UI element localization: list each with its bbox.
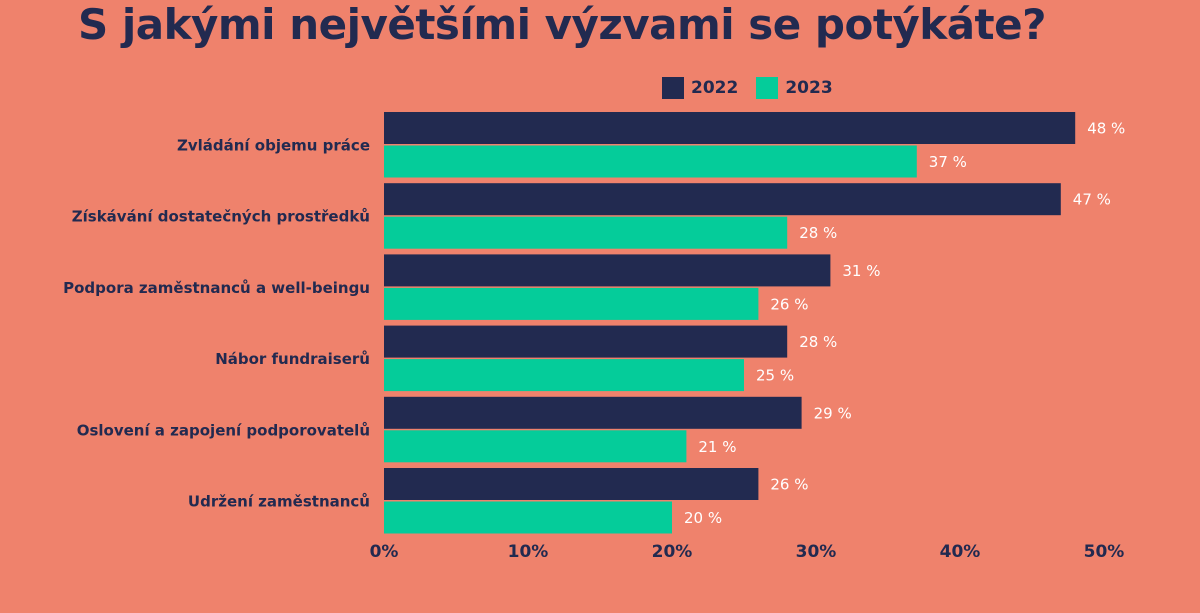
legend-item-2023: 2023: [756, 77, 833, 99]
value-label: 26 %: [770, 295, 808, 313]
bar-2022: [384, 183, 1061, 216]
category-label: Oslovení a zapojení podporovatelů: [77, 421, 370, 439]
x-tick-label: 10%: [508, 542, 549, 562]
bar-2023: [384, 359, 744, 392]
value-label: 21 %: [698, 438, 736, 456]
bar-2022: [384, 468, 759, 500]
value-label: 29 %: [814, 404, 852, 422]
bar-2022: [384, 396, 802, 429]
value-label: 31 %: [842, 262, 880, 280]
value-label: 28 %: [799, 224, 837, 242]
bar-2023: [384, 287, 759, 320]
x-tick-label: 50%: [1084, 542, 1125, 562]
bar-2022: [384, 325, 788, 358]
value-label: 26 %: [770, 476, 808, 494]
legend-label-2023: 2023: [785, 78, 833, 98]
bar-2022: [384, 112, 1076, 144]
chart-title: S jakými největšími výzvami se potýkáte?: [78, 0, 1046, 49]
x-tick-label: 40%: [940, 542, 981, 562]
value-label: 47 %: [1073, 191, 1111, 209]
category-label: Udržení zaměstnanců: [188, 493, 370, 511]
category-label: Získávání dostatečných prostředků: [72, 208, 370, 226]
value-label: 20 %: [684, 509, 722, 527]
bar-2023: [384, 145, 917, 178]
x-tick-label: 0%: [370, 542, 399, 562]
value-label: 25 %: [756, 367, 794, 385]
category-label: Zvládání objemu práce: [177, 137, 370, 155]
legend-swatch-2023: [756, 77, 779, 99]
value-label: 48 %: [1087, 120, 1125, 138]
legend-item-2022: 2022: [662, 77, 738, 99]
value-label: 37 %: [929, 153, 967, 171]
category-label: Podpora zaměstnanců a well-beingu: [63, 279, 370, 297]
legend-label-2022: 2022: [691, 78, 739, 98]
bar-2023: [384, 216, 788, 249]
x-tick-label: 30%: [796, 542, 837, 562]
legend: 2022 2023: [662, 77, 851, 99]
bar-2022: [384, 254, 831, 287]
x-tick-label: 20%: [652, 542, 693, 562]
value-label: 28 %: [799, 333, 837, 351]
bar-2023: [384, 430, 687, 463]
bar-2023: [384, 501, 672, 534]
category-label: Nábor fundraiserů: [215, 350, 370, 368]
legend-swatch-2022: [662, 77, 684, 99]
